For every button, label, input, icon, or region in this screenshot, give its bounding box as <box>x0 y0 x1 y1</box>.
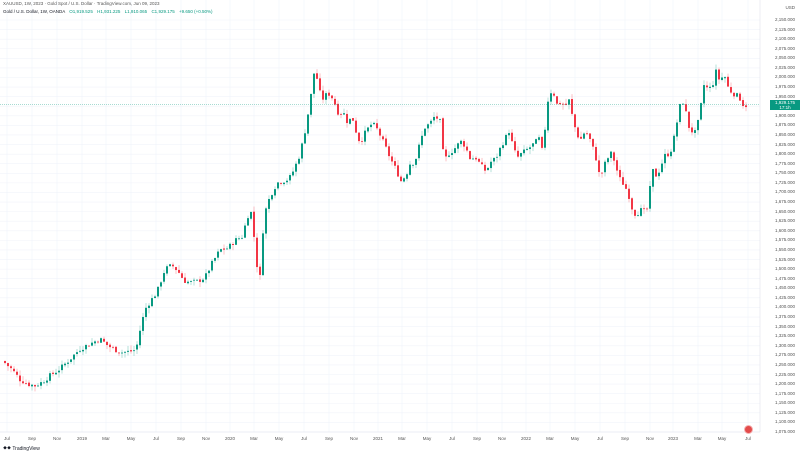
price-tick-label: 1,775.000 <box>774 160 795 166</box>
price-tick-label: 1,725.000 <box>774 179 795 185</box>
tradingview-logo[interactable]: ⯁⯁ TradingView <box>3 446 40 452</box>
last-price-value: 1,929.175 <box>774 99 796 105</box>
price-tick-label: 1,325.000 <box>774 333 795 339</box>
price-tick-label: 1,825.000 <box>774 141 795 147</box>
time-tick-label: Jul <box>4 436 10 441</box>
close-value: C1,929.175 <box>151 9 175 14</box>
price-tick-label: 1,800.000 <box>774 151 795 157</box>
time-tick-label: Jul <box>449 436 455 441</box>
price-tick-label: 1,675.000 <box>774 199 795 205</box>
price-tick-label: 1,900.000 <box>774 112 795 118</box>
price-tick-label: 2,050.000 <box>774 55 795 61</box>
time-tick-label: Sep <box>472 436 482 441</box>
time-tick-label: Mar <box>546 436 554 441</box>
time-tick-label: Nov <box>497 436 507 441</box>
time-tick-label: Mar <box>102 436 110 441</box>
time-tick-label: 2020 <box>224 436 236 441</box>
price-tick-label: 1,475.000 <box>774 275 795 281</box>
price-tick-label: 1,575.000 <box>774 237 795 243</box>
change-value: +9.650 (+0.50%) <box>178 9 213 14</box>
time-tick-label: Nov <box>52 436 62 441</box>
price-tick-label: 2,025.000 <box>774 64 795 70</box>
price-tick-label: 1,300.000 <box>774 342 795 348</box>
price-tick-label: 2,000.000 <box>774 74 795 80</box>
time-tick-label: Jul <box>745 436 751 441</box>
price-tick-label: 1,400.000 <box>774 304 795 310</box>
time-tick-label: Nov <box>201 436 211 441</box>
time-tick-label: Mar <box>250 436 258 441</box>
time-tick-label: May <box>422 436 432 441</box>
price-tick-label: 1,100.000 <box>774 419 795 425</box>
price-tick-label: 1,975.000 <box>774 84 795 90</box>
price-tick-label: 1,625.000 <box>774 218 795 224</box>
price-tick-label: 1,850.000 <box>774 131 795 137</box>
time-tick-label: 2021 <box>372 436 384 441</box>
time-tick-label: Jul <box>597 436 603 441</box>
price-tick-label: 2,100.000 <box>774 36 795 42</box>
price-tick-label: 1,425.000 <box>774 294 795 300</box>
price-tick-label: 1,125.000 <box>774 409 795 415</box>
price-tick-label: 2,075.000 <box>774 45 795 51</box>
low-value: L1,910.065 <box>124 9 148 14</box>
last-price-label: 1,929.175 17:1h <box>770 99 800 110</box>
time-tick-label: Nov <box>645 436 655 441</box>
time-tick-label: Mar <box>398 436 406 441</box>
price-tick-label: 1,500.000 <box>774 266 795 272</box>
high-value: H1,931.225 <box>97 9 121 14</box>
time-tick-label: May <box>274 436 284 441</box>
time-tick-label: 2023 <box>667 436 679 441</box>
symbol-title[interactable]: Gold / U.S. Dollar, 1W, OANDA <box>3 9 66 14</box>
price-tick-label: 1,175.000 <box>774 390 795 396</box>
us-flag-icon[interactable] <box>744 425 753 434</box>
price-tick-label: 1,225.000 <box>774 371 795 377</box>
time-tick-label: 2022 <box>520 436 532 441</box>
price-tick-label: 1,700.000 <box>774 189 795 195</box>
chart-top-line: XAUUSD, 1W, 2023 · Gold Spot / U.S. Doll… <box>3 1 160 6</box>
time-tick-label: Jul <box>153 436 159 441</box>
price-tick-label: 1,450.000 <box>774 285 795 291</box>
time-tick-label: May <box>717 436 727 441</box>
time-tick-label: Sep <box>27 436 37 441</box>
time-tick-label: 2019 <box>76 436 88 441</box>
price-tick-label: 1,350.000 <box>774 323 795 329</box>
open-value: O1,919.525 <box>69 9 93 14</box>
price-tick-label: 1,075.000 <box>774 429 795 434</box>
price-tick-label: 1,375.000 <box>774 314 795 320</box>
price-tick-label: 1,600.000 <box>774 227 795 233</box>
time-tick-label: May <box>126 436 136 441</box>
price-tick-label: 1,275.000 <box>774 352 795 358</box>
time-tick-label: May <box>570 436 580 441</box>
time-tick-label: Sep <box>324 436 334 441</box>
price-tick-label: 1,250.000 <box>774 361 795 367</box>
price-tick-label: 1,550.000 <box>774 246 795 252</box>
ohlc-legend: Gold / U.S. Dollar, 1W, OANDA O1,919.525… <box>3 9 213 14</box>
price-tick-label: 1,200.000 <box>774 381 795 387</box>
price-tick-label: 1,525.000 <box>774 256 795 262</box>
price-tick-label: 1,650.000 <box>774 208 795 214</box>
price-tick-label: 2,150.000 <box>774 17 795 22</box>
price-tick-label: 1,950.000 <box>774 93 795 99</box>
tv-logo-icon: ⯁⯁ <box>3 446 13 452</box>
time-tick-label: Mar <box>694 436 702 441</box>
last-price-countdown: 17:1h <box>779 104 791 110</box>
currency-label: USD <box>785 5 795 10</box>
time-tick-label: Sep <box>620 436 630 441</box>
price-tick-label: 1,150.000 <box>774 400 795 406</box>
time-tick-label: Sep <box>176 436 186 441</box>
time-tick-label: Nov <box>349 436 359 441</box>
price-tick-label: 1,750.000 <box>774 170 795 176</box>
time-tick-label: Jul <box>301 436 307 441</box>
price-tick-label: 2,125.000 <box>774 26 795 32</box>
price-tick-label: 1,875.000 <box>774 122 795 128</box>
logo-text: TradingView <box>12 446 40 452</box>
